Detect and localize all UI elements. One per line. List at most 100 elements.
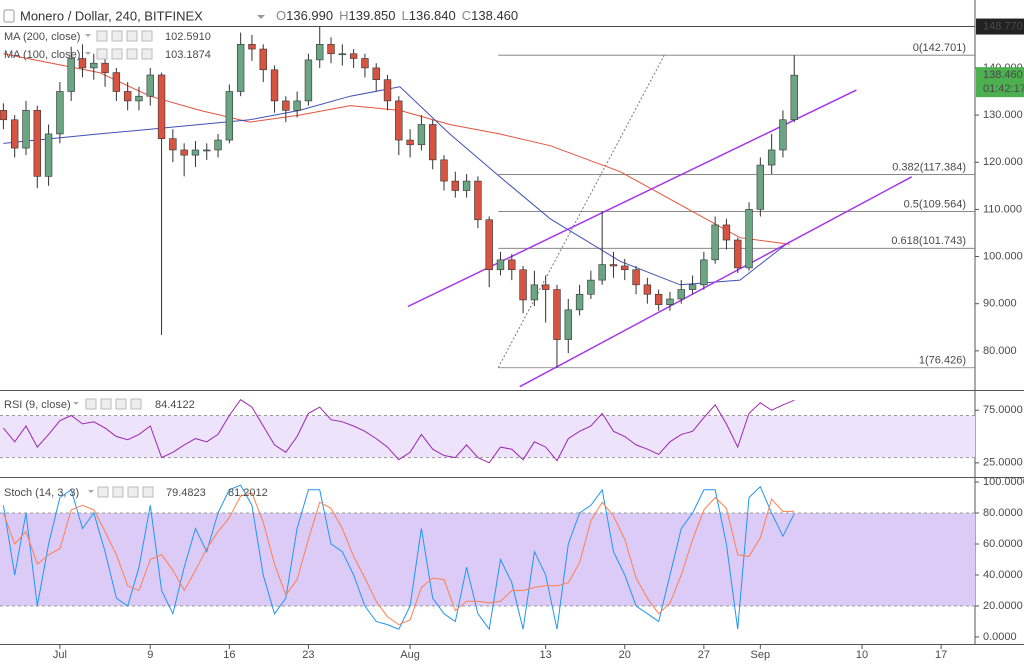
candle-body	[541, 284, 550, 290]
y-tick-label: 120.000	[983, 156, 1023, 168]
candle-body	[372, 67, 380, 80]
candle-body	[722, 224, 731, 241]
candle-body	[440, 159, 448, 182]
candle-body	[293, 100, 301, 111]
ohlc-value: 138.460	[471, 8, 518, 23]
candle-body	[609, 264, 618, 267]
y-tick-label: 60.0000	[983, 538, 1023, 550]
ohlc-key: L	[402, 8, 409, 23]
candle-body	[327, 44, 335, 55]
legend-entry: MA (100, close)	[4, 49, 80, 61]
pane-title: RSI (9, close)	[4, 399, 71, 411]
add-button[interactable]	[127, 486, 139, 498]
candle-body	[338, 53, 347, 56]
settings-button[interactable]	[111, 30, 123, 42]
legend-entry: MA (200, close)	[4, 31, 80, 43]
candle-body	[643, 284, 652, 295]
candle-body	[101, 62, 109, 73]
candle-body	[33, 110, 41, 177]
candle-body	[44, 133, 53, 177]
eye-button[interactable]	[97, 486, 109, 498]
candle-body	[654, 293, 663, 305]
candle-body	[248, 44, 256, 50]
add-button[interactable]	[126, 30, 138, 42]
x-tick-label: 9	[147, 649, 153, 661]
fib-label: 0.5(109.564)	[904, 198, 966, 210]
candle-body	[135, 95, 143, 102]
y-tick-label: 0.0000	[983, 631, 1017, 643]
settings-button[interactable]	[100, 398, 112, 410]
candle-body	[779, 119, 787, 151]
y-tick-label: 90.000	[983, 298, 1017, 310]
candle-body	[790, 74, 798, 121]
candle-body	[711, 224, 719, 261]
candle-body	[225, 91, 234, 141]
symbol-title: Monero / Dollar, 240, BITFINEX	[20, 8, 203, 23]
candle-body	[22, 110, 30, 149]
candle-body	[349, 53, 358, 59]
dropdown-icon[interactable]	[257, 15, 265, 19]
candle-body	[474, 180, 482, 221]
remove-button[interactable]	[142, 486, 154, 498]
y-tick-label: 100.000	[983, 250, 1023, 262]
legends: Monero / Dollar, 240, BITFINEX O136.990 H…	[3, 8, 518, 499]
candle-body	[666, 298, 674, 305]
axes: 80.00090.000100.000110.000120.000130.000…	[53, 18, 1024, 661]
ohlc-key: C	[462, 8, 471, 23]
candle-body	[530, 284, 539, 301]
legend-value: 81.2012	[228, 487, 268, 499]
x-tick-label: 13	[540, 649, 552, 661]
add-button[interactable]	[115, 398, 127, 410]
eye-button[interactable]	[96, 30, 108, 42]
candle-body	[10, 119, 19, 149]
remove-button[interactable]	[141, 30, 153, 42]
stoch-pane	[0, 484, 975, 631]
remove-button[interactable]	[141, 48, 153, 60]
candle-body	[496, 259, 505, 271]
x-tick-label: 17	[935, 649, 947, 661]
band	[0, 513, 975, 606]
fib-label: 1(76.426)	[919, 355, 966, 367]
candle-body	[429, 124, 437, 161]
add-button[interactable]	[126, 48, 138, 60]
candle-body	[282, 100, 290, 111]
eye-button[interactable]	[85, 398, 97, 410]
y-tick-label: 110.000	[983, 203, 1022, 215]
candle-body	[598, 264, 606, 281]
y-tick-label: 130.000	[983, 109, 1023, 121]
candle-body	[90, 62, 98, 69]
x-tick-label: 20	[619, 649, 631, 661]
candle-body	[700, 259, 708, 286]
ohlc-value: 139.850	[349, 8, 396, 23]
x-tick-label: 16	[223, 649, 235, 661]
symbol-icon[interactable]	[3, 9, 15, 23]
candle-body	[203, 149, 211, 152]
x-tick-label: Sep	[751, 649, 771, 661]
fib-label: 0.618(101.743)	[891, 235, 966, 247]
candle-body	[406, 139, 414, 146]
legend-value: 84.4122	[155, 399, 195, 411]
countdown-label: 01:42:17	[983, 83, 1024, 95]
settings-button[interactable]	[112, 486, 124, 498]
candle-body	[304, 59, 313, 102]
candle-body	[236, 44, 245, 92]
y-tick-label: 80.0000	[983, 507, 1023, 519]
remove-button[interactable]	[130, 398, 142, 410]
eye-button[interactable]	[96, 48, 108, 60]
candle-body	[632, 269, 640, 286]
candle-body	[361, 58, 369, 69]
ohlc-value: 136.990	[286, 8, 333, 23]
indicator-line	[2, 492, 795, 626]
candle-body	[462, 180, 471, 191]
fib-trend-line	[497, 54, 665, 368]
settings-button[interactable]	[111, 48, 123, 60]
y-tick-label: 75.0000	[983, 404, 1023, 416]
candle-body	[553, 289, 561, 340]
last-price-label: 138.460	[983, 69, 1023, 81]
y-tick-label: 20.0000	[983, 600, 1023, 612]
x-tick-label: 27	[698, 649, 710, 661]
candle-body	[621, 265, 629, 271]
pane-buttons	[73, 30, 154, 498]
candle-body	[734, 239, 742, 269]
